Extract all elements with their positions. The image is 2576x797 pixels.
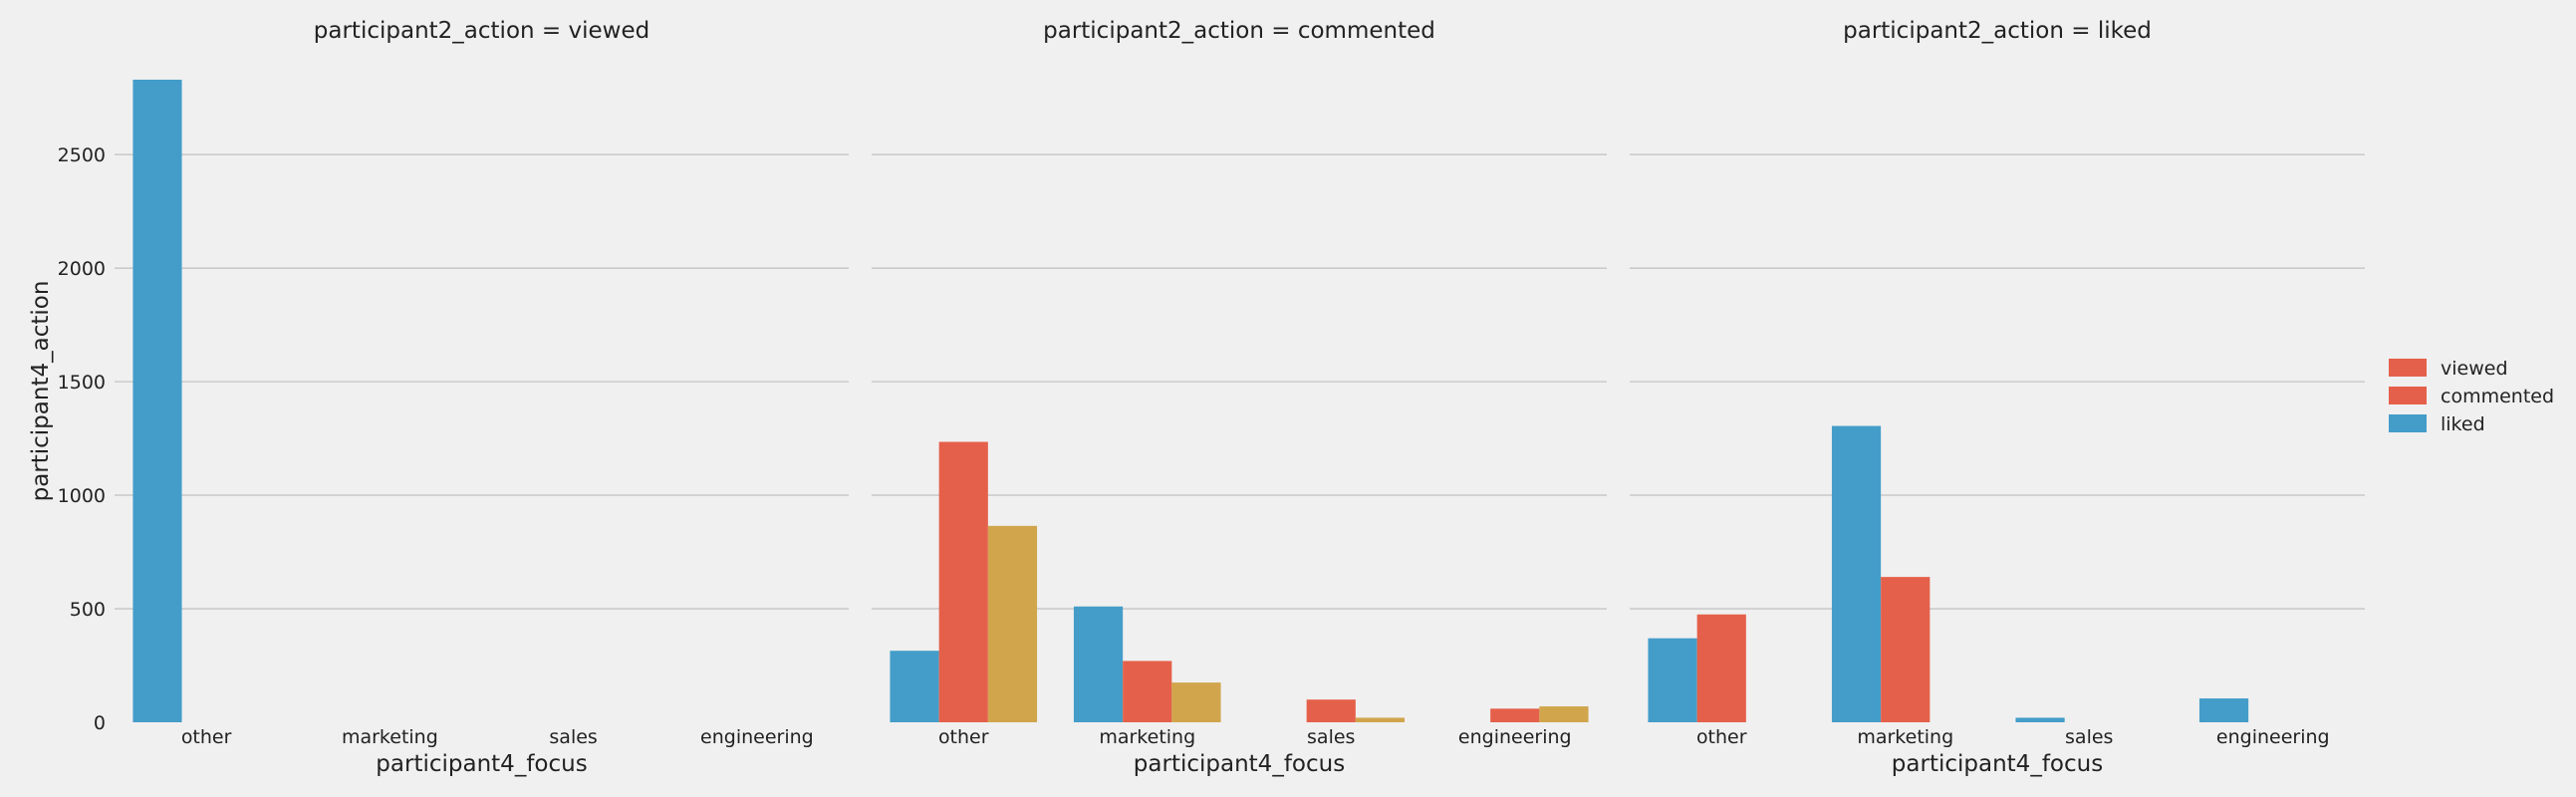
x-tick-label-1-3: engineering — [1458, 726, 1572, 748]
y-tick-label-3: 1500 — [58, 372, 106, 394]
bar-2-1-0 — [1696, 614, 1746, 722]
x-tick-label-1-2: sales — [1307, 726, 1355, 748]
x-axis-label-1: participant4_focus — [1134, 751, 1345, 777]
x-tick-label-0-1: marketing — [342, 726, 438, 748]
bar-2-0-1 — [1831, 425, 1882, 722]
bar-2-0-2 — [2015, 717, 2065, 722]
bar-1-1-0 — [938, 441, 988, 722]
x-axis-label-2: participant4_focus — [1892, 751, 2103, 777]
y-axis-label: participant4_action — [28, 281, 54, 502]
x-tick-label-0-0: other — [181, 726, 232, 748]
y-tick-label-4: 2000 — [58, 258, 106, 280]
bar-1-2-0 — [987, 525, 1038, 722]
x-tick-label-1-1: marketing — [1099, 726, 1195, 748]
x-axis-label-0: participant4_focus — [376, 751, 587, 777]
bar-2-0-0 — [1648, 638, 1697, 722]
legend-swatch-0 — [2389, 359, 2427, 377]
x-tick-label-0-2: sales — [549, 726, 597, 748]
bar-1-1-2 — [1306, 699, 1356, 722]
bar-1-0-0 — [890, 651, 939, 722]
bar-1-1-3 — [1490, 708, 1540, 722]
legend-label-0: viewed — [2441, 358, 2508, 380]
y-tick-label-2: 1000 — [58, 485, 106, 507]
legend-label-1: commented — [2441, 386, 2554, 407]
legend-swatch-2 — [2389, 414, 2427, 432]
legend-label-2: liked — [2441, 413, 2485, 435]
x-tick-label-2-0: other — [1696, 726, 1747, 748]
y-tick-label-0: 0 — [94, 712, 106, 734]
x-tick-label-2-1: marketing — [1857, 726, 1953, 748]
bar-1-0-1 — [1073, 606, 1124, 722]
bar-2-1-1 — [1881, 577, 1931, 722]
x-tick-label-0-3: engineering — [700, 726, 814, 748]
facet-title-2: participant2_action = liked — [1843, 18, 2152, 44]
y-tick-label-1: 500 — [70, 599, 106, 621]
x-tick-label-2-2: sales — [2065, 726, 2113, 748]
y-tick-label-5: 2500 — [58, 144, 106, 166]
facet-title-1: participant2_action = commented — [1043, 18, 1435, 44]
facet-title-0: participant2_action = viewed — [314, 18, 649, 44]
bar-1-2-3 — [1539, 706, 1589, 722]
x-tick-label-2-3: engineering — [2216, 726, 2330, 748]
legend-swatch-1 — [2389, 387, 2427, 404]
bar-0-0-0 — [132, 80, 182, 722]
bar-1-2-1 — [1171, 682, 1221, 722]
x-tick-label-1-0: other — [938, 726, 989, 748]
bar-1-1-1 — [1123, 661, 1172, 722]
bar-2-0-3 — [2198, 698, 2249, 722]
bar-1-2-2 — [1355, 717, 1406, 722]
